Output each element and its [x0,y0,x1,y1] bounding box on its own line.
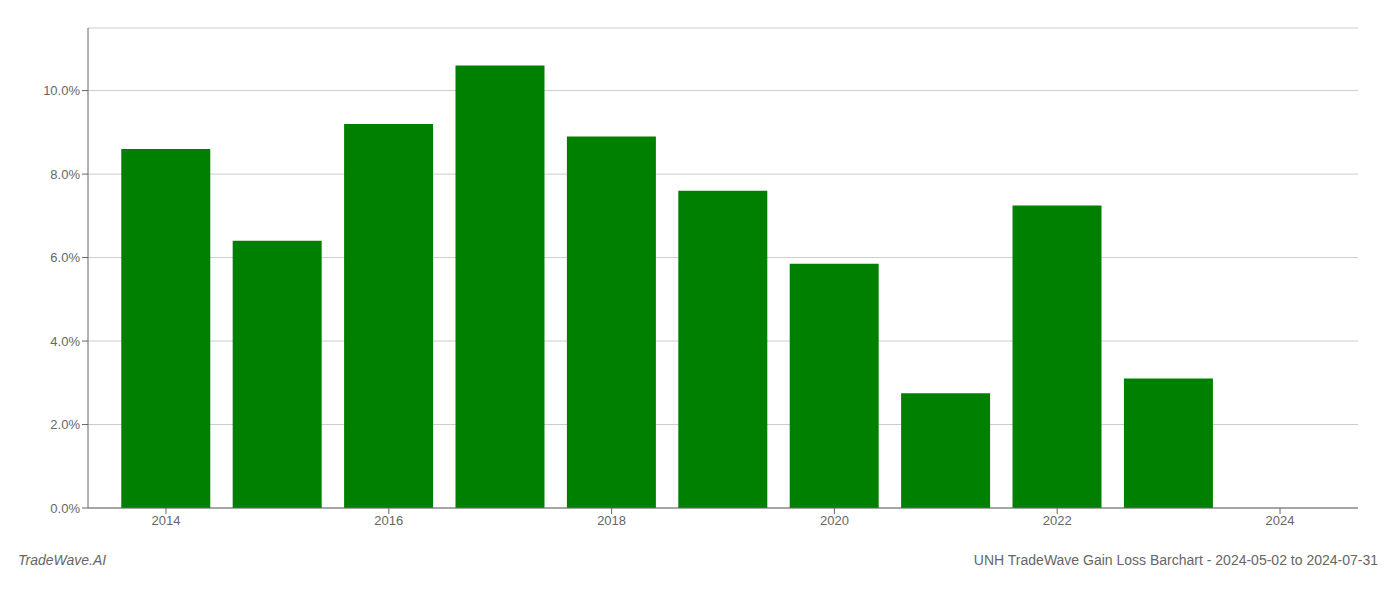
html-text:TradeWave.AI: TradeWave.AI [18,552,107,568]
html-text:UNH TradeWave Gain Loss Barcha: UNH TradeWave Gain Loss Barchart - 2024-… [973,552,1378,568]
svg-text:6.0%: 6.0% [50,250,80,265]
svg-text:2018: 2018 [597,513,626,528]
svg-text:8.0%: 8.0% [50,167,80,182]
svg-text:4.0%: 4.0% [50,334,80,349]
svg-text:2024: 2024 [1266,513,1295,528]
svg-text:2.0%: 2.0% [50,417,80,432]
svg-text:2020: 2020 [820,513,849,528]
svg-text:10.0%: 10.0% [43,83,80,98]
svg-text:2014: 2014 [152,513,181,528]
svg-text:0.0%: 0.0% [50,501,80,516]
svg-text:2016: 2016 [374,513,403,528]
svg-text:2022: 2022 [1043,513,1072,528]
